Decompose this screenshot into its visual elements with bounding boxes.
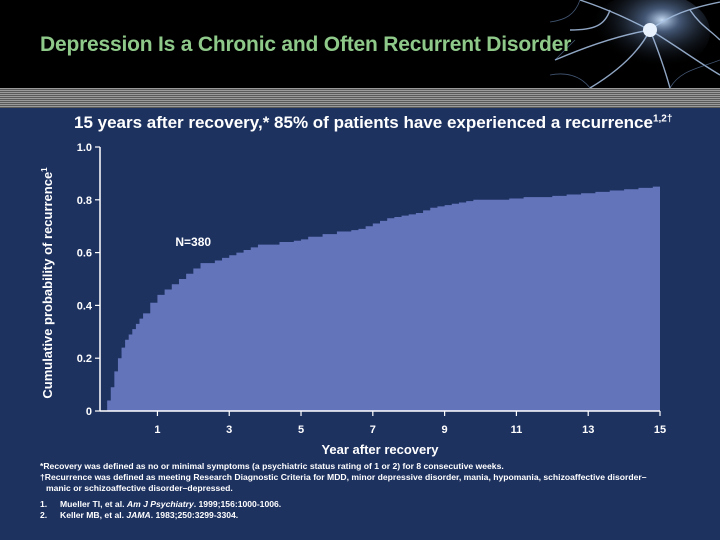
sample-size-annotation: N=380: [175, 235, 211, 249]
header-divider: [0, 88, 720, 108]
x-tick-label: 7: [370, 424, 376, 436]
y-tick-label: 0.8: [77, 195, 92, 207]
x-tick-label: 3: [226, 424, 232, 436]
x-tick-label: 15: [654, 424, 666, 436]
chart-subtitle: 15 years after recovery,* 85% of patient…: [74, 113, 672, 133]
x-axis-label: Year after recovery: [321, 442, 439, 457]
y-tick-label: 0.2: [77, 353, 92, 365]
reference-item: 1. Mueller TI, et al. Am J Psychiatry. 19…: [40, 499, 282, 509]
slide-title: Depression Is a Chronic and Often Recurr…: [40, 33, 572, 56]
y-tick-label: 0.4: [77, 300, 93, 312]
y-tick-label: 1.0: [77, 142, 92, 154]
neuron-image: [550, 0, 720, 88]
footnote-recovery: *Recovery was defined as no or minimal s…: [40, 461, 504, 471]
x-tick-label: 1: [154, 424, 160, 436]
footnote-recurrence: †Recurrence was defined as meeting Resea…: [40, 472, 647, 482]
x-tick-label: 11: [511, 424, 523, 436]
reference-item: 2. Keller MB, et al. JAMA. 1983;250:3299-…: [40, 510, 239, 520]
references: 1. Mueller TI, et al. Am J Psychiatry. 19…: [40, 499, 281, 521]
x-tick-label: 9: [442, 424, 448, 436]
footnote-recurrence-cont: manic or schizoaffective disorder–depres…: [46, 483, 233, 493]
subtitle-superscript: 1,2†: [652, 113, 673, 125]
x-tick-label: 5: [298, 424, 304, 436]
y-tick-label: 0: [86, 406, 92, 418]
footnotes: *Recovery was defined as no or minimal s…: [40, 461, 710, 494]
x-tick-label: 13: [582, 424, 594, 436]
subtitle-text: 15 years after recovery,* 85% of patient…: [74, 113, 653, 132]
y-axis-label: Cumulative probability of recurrence1: [40, 167, 55, 399]
recurrence-area: [101, 186, 661, 411]
slide-header: Depression Is a Chronic and Often Recurr…: [0, 0, 720, 88]
y-tick-label: 0.6: [77, 248, 92, 260]
